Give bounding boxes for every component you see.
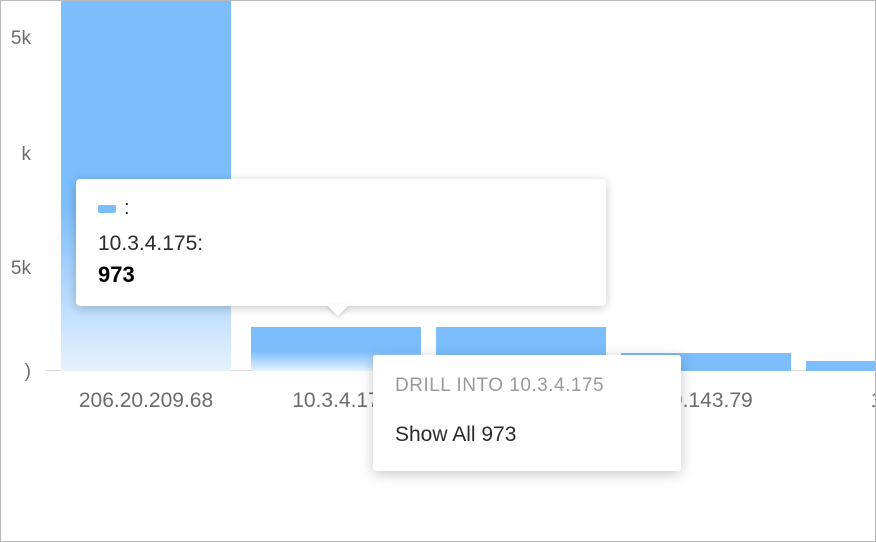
y-axis-tick-label: 5k bbox=[0, 258, 31, 280]
y-axis-tick-label: k bbox=[0, 144, 31, 166]
x-axis-tick-label: 10.6 bbox=[871, 389, 876, 413]
series-color-swatch bbox=[98, 205, 116, 213]
tooltip-value: 973 bbox=[98, 262, 584, 288]
x-axis-tick-label: 206.20.209.68 bbox=[79, 389, 213, 413]
y-axis-tick-label: 5k bbox=[0, 28, 31, 50]
show-all-menu-item[interactable]: Show All 973 bbox=[373, 411, 681, 463]
tooltip-series-suffix: : bbox=[124, 197, 130, 220]
drill-menu-header: DRILL INTO 10.3.4.175 bbox=[373, 355, 681, 411]
drill-context-menu: DRILL INTO 10.3.4.175 Show All 973 bbox=[373, 355, 681, 471]
chart-panel: 5kk5k) 206.20.209.6810.3.4.1729.143.7910… bbox=[0, 0, 876, 542]
tooltip-caret-icon bbox=[326, 304, 350, 316]
x-axis-tick-label: 10.3.4.17 bbox=[292, 389, 380, 413]
chart-bar[interactable] bbox=[806, 361, 876, 371]
chart-tooltip: : 10.3.4.175: 973 bbox=[76, 179, 606, 306]
y-axis-tick-label: ) bbox=[0, 361, 31, 383]
tooltip-category-label: 10.3.4.175: bbox=[98, 232, 584, 256]
